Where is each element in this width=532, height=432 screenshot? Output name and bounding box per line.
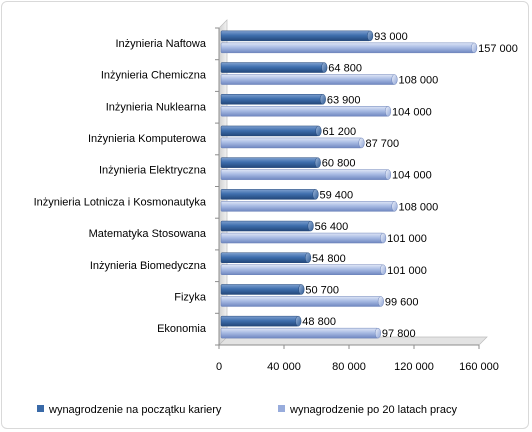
bar-cap: [391, 74, 398, 85]
bar-cap: [384, 106, 392, 117]
bar-after-20-years: [220, 327, 379, 339]
data-label: 64 800: [328, 63, 362, 75]
data-label: 48 800: [302, 316, 336, 328]
x-tick-label: 0: [216, 361, 222, 373]
data-label: 54 800: [312, 253, 346, 265]
bar-cap: [377, 296, 384, 307]
category-label: Inżynieria Lotnicza i Kosmonautyka: [34, 196, 207, 208]
bar-after-20-years: [220, 264, 384, 275]
data-label: 104 000: [392, 106, 432, 118]
bar-cap: [367, 30, 374, 42]
bar-start-salary: [220, 189, 316, 200]
bar-start-salary: [220, 125, 319, 137]
x-tick-label: 40 000: [267, 361, 301, 373]
labels: Inżynieria Naftowa 93 000 157 000 Inżynieri…: [34, 31, 518, 340]
bar-start-salary: [220, 30, 371, 42]
data-label: 99 600: [385, 296, 419, 308]
category-label: Inżynieria Komputerowa: [88, 133, 207, 145]
bar-after-20-years: [220, 169, 389, 180]
x-tick-label: 160 000: [459, 361, 499, 373]
legend-swatch: [278, 405, 285, 412]
bar-cap: [391, 201, 398, 212]
bar-cap: [380, 232, 387, 244]
bar-cap: [319, 94, 326, 105]
data-label: 101 000: [387, 233, 427, 245]
bar-cap: [295, 315, 302, 327]
bar-start-salary: [220, 62, 325, 73]
x-tick-label: 120 000: [394, 361, 434, 373]
bar-cap: [307, 220, 314, 232]
bar-after-20-years: [220, 74, 395, 85]
category-label: Inżynieria Nuklearna: [106, 101, 207, 113]
data-label: 56 400: [315, 221, 349, 233]
x-tick-label: 80 000: [332, 361, 366, 373]
bar-start-salary: [220, 284, 302, 295]
bar-start-salary: [220, 252, 309, 263]
data-label: 97 800: [382, 328, 416, 340]
data-label: 61 200: [322, 126, 356, 138]
legend-swatch: [37, 405, 44, 412]
data-label: 87 700: [366, 138, 400, 150]
category-label: Fizyka: [174, 291, 207, 303]
legend-label: wynagrodzenie na początku kariery: [48, 404, 222, 416]
bar-cap: [471, 42, 478, 54]
data-label: 93 000: [374, 31, 408, 43]
bar-start-salary: [220, 157, 319, 168]
data-label: 157 000: [478, 43, 518, 55]
legend: wynagrodzenie na początku kariery wynagro…: [37, 404, 457, 416]
data-label: 101 000: [387, 265, 427, 277]
bar-cap: [321, 62, 328, 73]
data-label: 108 000: [399, 75, 439, 87]
bar-start-salary: [220, 220, 311, 232]
bar-after-20-years: [220, 296, 382, 307]
bar-after-20-years: [220, 201, 395, 212]
data-label: 50 700: [305, 284, 339, 296]
bar-cap: [315, 125, 322, 137]
bar-cap: [384, 169, 392, 180]
category-label: Ekonomia: [157, 323, 207, 335]
bar-cap: [298, 284, 305, 295]
data-label: 59 400: [320, 189, 354, 201]
bar-start-salary: [220, 315, 299, 327]
bar-after-20-years: [220, 42, 475, 54]
legend-label: wynagrodzenie po 20 latach pracy: [289, 404, 457, 416]
bar-after-20-years: [220, 137, 362, 149]
category-label: Inżynieria Naftowa: [116, 38, 207, 50]
bar-cap: [380, 264, 387, 275]
bars: [220, 30, 478, 339]
data-label: 63 900: [327, 94, 361, 106]
bar-start-salary: [220, 94, 324, 105]
bar-cap: [305, 252, 312, 263]
bar-cap: [374, 327, 381, 339]
bar-after-20-years: [220, 232, 384, 244]
data-label: 108 000: [399, 201, 439, 213]
category-label: Inżynieria Elektryczna: [99, 165, 207, 177]
data-label: 60 800: [322, 158, 356, 170]
bar-after-20-years: [220, 106, 389, 117]
data-label: 104 000: [392, 170, 432, 182]
category-label: Inżynieria Biomedyczna: [90, 260, 207, 272]
bar-cap: [358, 137, 365, 149]
bar-cap: [314, 157, 321, 168]
category-label: Matematyka Stosowana: [89, 228, 207, 240]
category-label: Inżynieria Chemiczna: [101, 70, 207, 82]
bar-cap: [312, 189, 319, 200]
